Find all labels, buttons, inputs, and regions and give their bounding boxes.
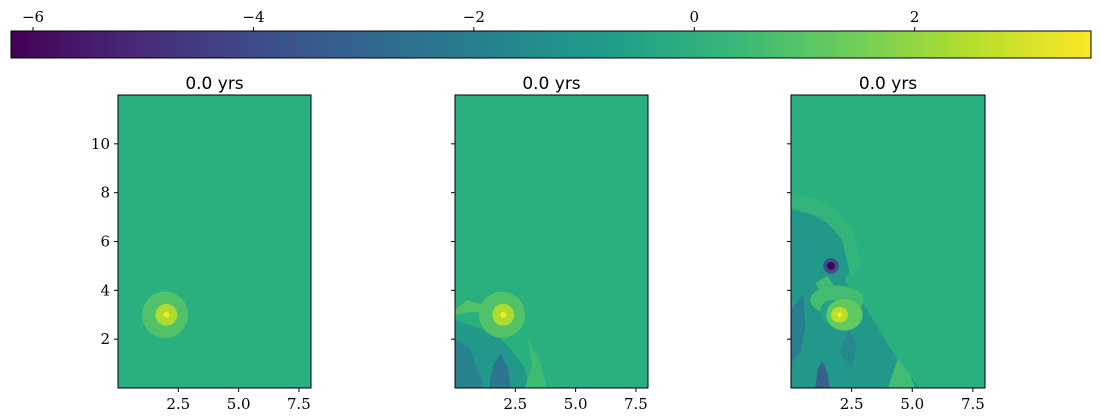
panel: 0.0 yrs 2.5 5.0 7.5	[451, 74, 649, 413]
x-tick-label: 5.0	[564, 395, 588, 413]
heatmap-region	[791, 195, 862, 279]
x-tick-label: 7.5	[624, 395, 648, 413]
heatmap-region	[839, 329, 857, 369]
x-tick-label: 5.0	[900, 395, 924, 413]
heatmap-region	[488, 353, 511, 388]
heatmap-field	[791, 95, 985, 388]
heatmap-blob	[500, 311, 507, 318]
colorbar: −6 −4 −2 0 2	[10, 8, 1092, 59]
panel-title: 0.0 yrs	[185, 74, 243, 94]
heatmap-blob	[837, 312, 842, 318]
x-tick-label: 2.5	[166, 395, 190, 413]
x-tick-label: 5.0	[227, 395, 251, 413]
panel-title: 0.0 yrs	[522, 74, 580, 94]
colorbar-tick-label: −4	[242, 8, 264, 26]
colorbar-tick-label: 2	[910, 8, 920, 26]
y-tick-label: 8	[100, 184, 110, 202]
colorbar-tick-label: −6	[22, 8, 44, 26]
panel: 0.0 yrs 2.5 5.0 7.5 2 4 6 8 10	[91, 74, 312, 413]
heatmap-region	[815, 361, 830, 388]
x-tick-label: 2.5	[503, 395, 527, 413]
heatmap-region	[455, 339, 484, 388]
x-tick-label: 2.5	[840, 395, 864, 413]
y-tick-label: 2	[100, 330, 110, 348]
heatmap-region	[455, 300, 487, 315]
x-tick-label: 7.5	[287, 395, 311, 413]
x-tick-label: 7.5	[961, 395, 985, 413]
colorbar-tick-label: 0	[689, 8, 699, 26]
heatmap-blob	[163, 311, 170, 318]
heatmap-field	[118, 95, 311, 388]
y-tick-label: 6	[100, 233, 110, 251]
colorbar-strip	[10, 30, 1092, 59]
heatmap-blob	[827, 262, 835, 270]
colorbar-ticks: −6 −4 −2 0 2	[22, 8, 919, 31]
panel-title: 0.0 yrs	[859, 74, 917, 94]
heatmap-region	[888, 358, 915, 388]
heatmap-field	[455, 95, 648, 388]
y-tick-label: 4	[100, 281, 110, 299]
heatmap-background	[118, 95, 311, 388]
panel: 0.0 yrs 2.5 5.0 7.5	[787, 74, 986, 413]
colorbar-tick-label: −2	[463, 8, 485, 26]
heatmap-region	[791, 295, 806, 364]
y-tick-label: 10	[91, 135, 110, 153]
heatmap-region	[525, 339, 547, 388]
